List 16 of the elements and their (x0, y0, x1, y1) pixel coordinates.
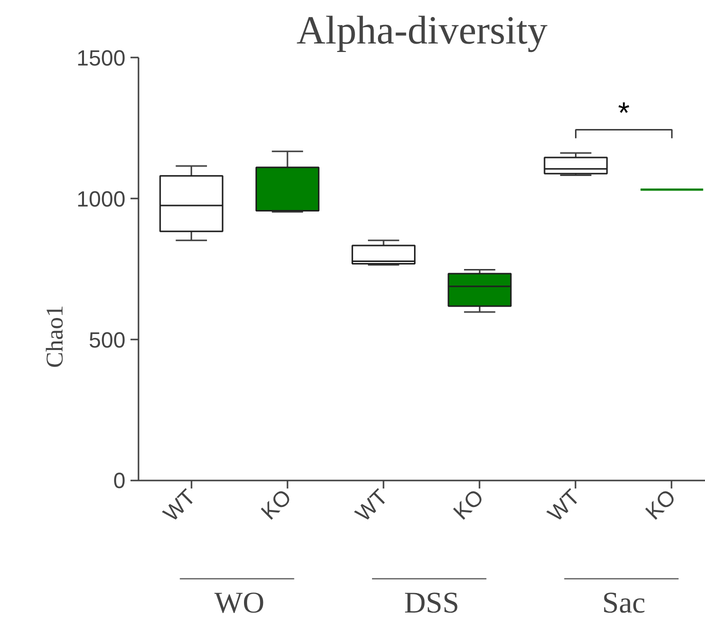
text: DSS (404, 586, 460, 620)
y-axis-title: Chao1 (42, 305, 69, 368)
x-tick-label: KO (640, 484, 681, 525)
y-tick-label: 1000 (76, 186, 126, 212)
x-tick-label: WT (350, 484, 392, 526)
chart-title: Alpha-diversity (296, 8, 548, 52)
x-tick-label: KO (448, 484, 489, 525)
y-tick-label: 500 (88, 327, 126, 352)
x-tick-label: WT (542, 484, 585, 526)
text: WO (214, 586, 264, 620)
y-tick-label: 1500 (76, 46, 126, 70)
x-tick-label: WT (158, 484, 200, 526)
y-tick-label: 0 (113, 468, 126, 494)
annotation: * (618, 96, 630, 130)
x-tick-label: KO (256, 484, 296, 525)
text: Sac (602, 586, 646, 620)
